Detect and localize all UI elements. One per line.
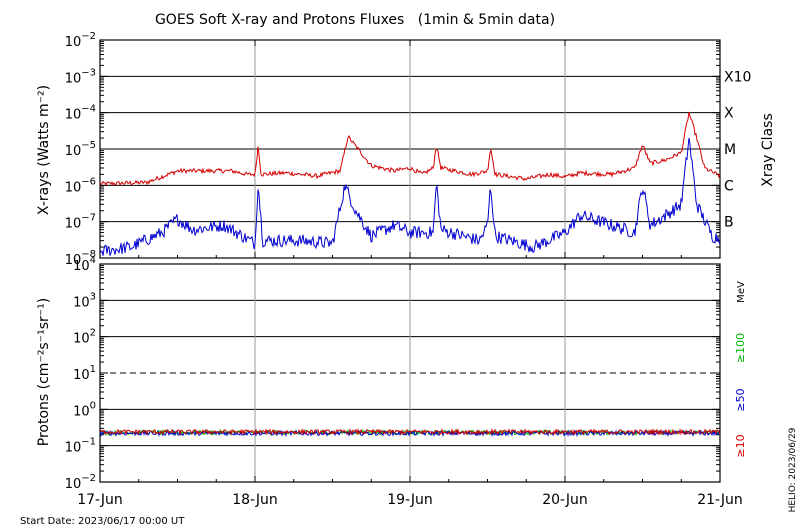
xray-long-series — [99, 111, 721, 187]
y-tick-label: 103 — [73, 291, 96, 310]
y-tick-label: 10−2 — [65, 31, 96, 50]
y-tick-label: 10−6 — [65, 176, 96, 195]
xray-class-title: Xray Class — [760, 113, 776, 187]
energy-unit-label: MeV — [736, 281, 747, 303]
x-tick-label: 18-Jun — [232, 492, 278, 508]
class-label: M — [724, 142, 736, 158]
y-tick-label: 10−1 — [65, 437, 96, 456]
y-tick-label: 102 — [73, 328, 96, 347]
y-tick-label: 104 — [73, 255, 96, 274]
y-tick-label: 10−4 — [65, 104, 96, 123]
x-tick-label: 19-Jun — [387, 492, 433, 508]
proton-series — [99, 427, 721, 436]
y-tick-label: 10−3 — [65, 67, 96, 86]
x-tick-label: 20-Jun — [542, 492, 588, 508]
y-tick-label: 10−8 — [65, 249, 96, 268]
proton-legend-entry: ≥100 — [734, 333, 747, 363]
y-tick-label: 101 — [73, 364, 96, 383]
proton-legend-entry: ≥10 — [734, 434, 747, 457]
y-tick-label: 10−5 — [65, 140, 96, 159]
x-tick-label: 21-Jun — [697, 492, 743, 508]
proton-panel: 10−2 10−1 100 101 102 103 104 ≥100 ≥50 ≥10 — [65, 255, 747, 492]
class-label: C — [724, 178, 734, 194]
x-tick-label: 17-Jun — [77, 492, 123, 508]
xray-panel: X10 X M C B 10−8 10−7 10−6 10−5 10−4 10−3 10−2 — [65, 31, 752, 268]
y-tick-label: 100 — [73, 400, 96, 419]
start-date-label: Start Date: 2023/06/17 00:00 UT — [20, 516, 185, 527]
proton-legend-entry: ≥50 — [734, 388, 747, 411]
class-label: X10 — [724, 69, 751, 85]
y-tick-label: 10−7 — [65, 213, 96, 232]
xray-short-series — [99, 137, 721, 256]
x-axis: 17-Jun 18-Jun 19-Jun 20-Jun 21-Jun — [77, 40, 743, 508]
credit-label: HELIO: 2023/06/29 — [788, 427, 798, 512]
y-tick-label: 10−2 — [65, 473, 96, 492]
class-label: X — [724, 106, 734, 122]
xray-ylabel: X-rays (Watts m⁻²) — [36, 85, 52, 215]
proton-ylabel: Protons (cm⁻²s⁻¹sr⁻¹) — [36, 298, 52, 447]
class-label: B — [724, 215, 734, 231]
chart-title: GOES Soft X-ray and Protons Fluxes (1min… — [155, 12, 555, 28]
